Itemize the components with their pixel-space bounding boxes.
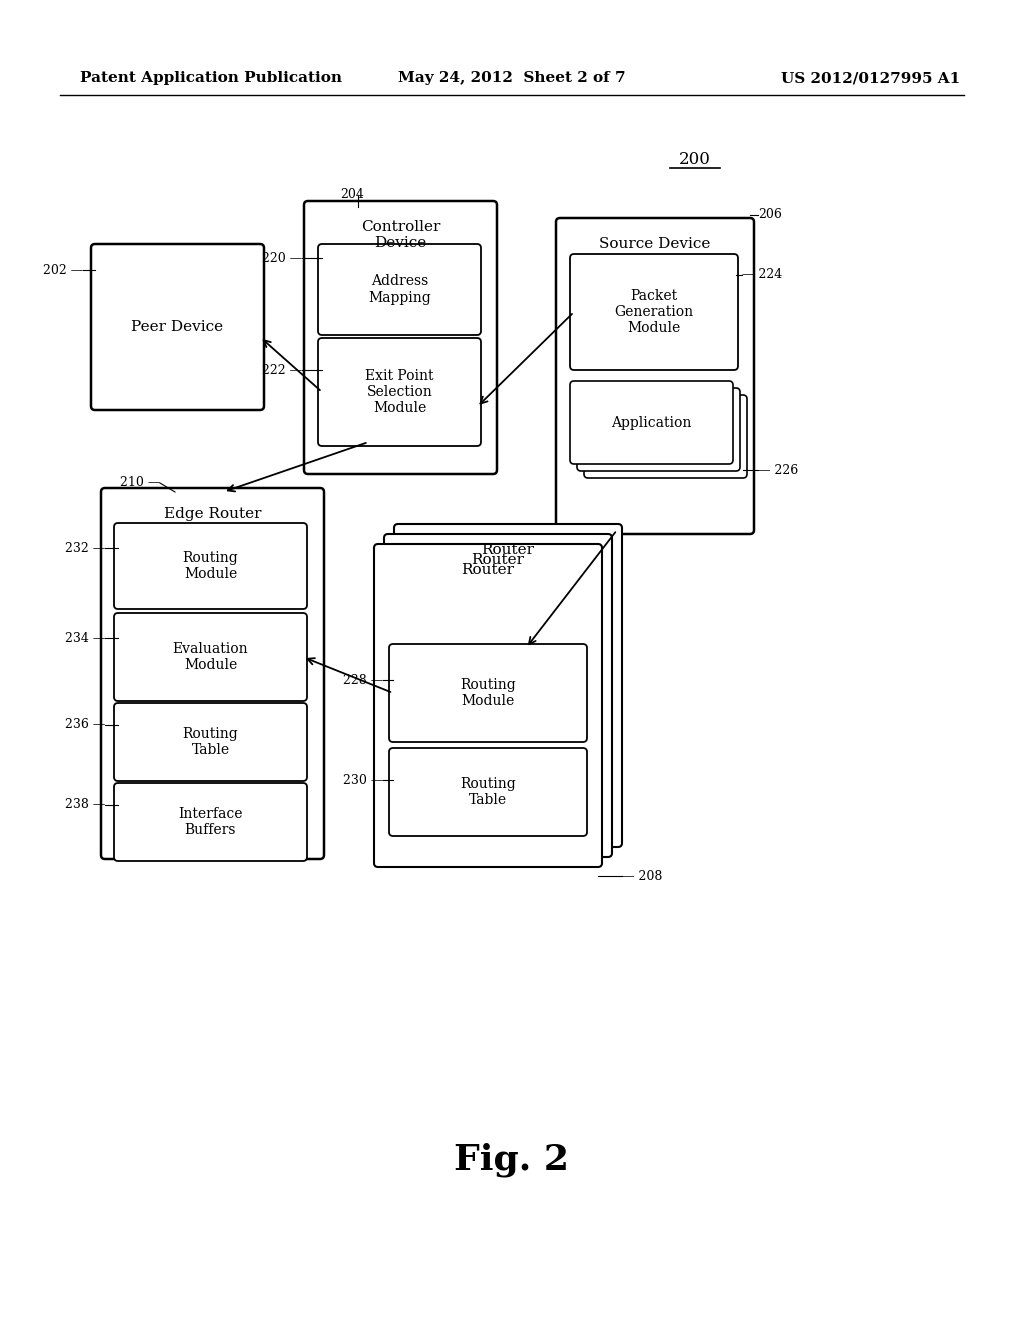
FancyBboxPatch shape <box>577 388 740 471</box>
Text: Patent Application Publication: Patent Application Publication <box>80 71 342 84</box>
Text: 234 —: 234 — <box>65 631 105 644</box>
FancyBboxPatch shape <box>114 704 307 781</box>
Text: Packet
Generation
Module: Packet Generation Module <box>614 289 693 335</box>
Text: 206: 206 <box>758 209 782 222</box>
FancyBboxPatch shape <box>394 524 622 847</box>
Text: Address
Mapping: Address Mapping <box>368 275 431 305</box>
Text: Peer Device: Peer Device <box>131 319 223 334</box>
Text: Evaluation
Module: Evaluation Module <box>173 642 248 672</box>
Text: — 226: — 226 <box>758 463 799 477</box>
Text: — 208: — 208 <box>622 870 663 883</box>
FancyBboxPatch shape <box>101 488 324 859</box>
Text: Router: Router <box>481 543 535 557</box>
FancyBboxPatch shape <box>114 612 307 701</box>
Text: Routing
Module: Routing Module <box>460 678 516 708</box>
Text: May 24, 2012  Sheet 2 of 7: May 24, 2012 Sheet 2 of 7 <box>398 71 626 84</box>
FancyBboxPatch shape <box>318 338 481 446</box>
Text: 238 —: 238 — <box>65 799 105 812</box>
FancyBboxPatch shape <box>389 644 587 742</box>
Text: Controller
Device: Controller Device <box>360 220 440 249</box>
Text: Interface
Buffers: Interface Buffers <box>178 807 243 837</box>
Text: — 224: — 224 <box>742 268 782 281</box>
Text: Router: Router <box>462 564 514 577</box>
FancyBboxPatch shape <box>556 218 754 535</box>
Text: 222 —: 222 — <box>262 363 302 376</box>
Text: Exit Point
Selection
Module: Exit Point Selection Module <box>366 368 434 416</box>
Text: 236 —: 236 — <box>65 718 105 731</box>
FancyBboxPatch shape <box>584 395 746 478</box>
Text: 220 —: 220 — <box>262 252 302 264</box>
FancyBboxPatch shape <box>318 244 481 335</box>
Text: Source Device: Source Device <box>599 238 711 251</box>
Text: Router: Router <box>471 553 524 568</box>
FancyBboxPatch shape <box>114 523 307 609</box>
Text: 202 —: 202 — <box>43 264 83 276</box>
Text: Routing
Table: Routing Table <box>460 777 516 807</box>
Text: 210 —: 210 — <box>120 477 160 490</box>
Text: Edge Router: Edge Router <box>164 507 261 521</box>
Text: 230 —: 230 — <box>343 774 383 787</box>
FancyBboxPatch shape <box>389 748 587 836</box>
Text: 204: 204 <box>340 189 364 202</box>
FancyBboxPatch shape <box>384 535 612 857</box>
Text: US 2012/0127995 A1: US 2012/0127995 A1 <box>780 71 961 84</box>
Text: Routing
Module: Routing Module <box>182 550 239 581</box>
FancyBboxPatch shape <box>91 244 264 411</box>
FancyBboxPatch shape <box>374 544 602 867</box>
Text: Application: Application <box>611 416 691 429</box>
Text: 232 —: 232 — <box>65 541 105 554</box>
FancyBboxPatch shape <box>114 783 307 861</box>
Text: Fig. 2: Fig. 2 <box>455 1143 569 1177</box>
Text: Routing
Table: Routing Table <box>182 727 239 758</box>
Text: 228 —: 228 — <box>343 673 383 686</box>
FancyBboxPatch shape <box>570 253 738 370</box>
Text: 200: 200 <box>679 150 711 168</box>
FancyBboxPatch shape <box>304 201 497 474</box>
FancyBboxPatch shape <box>570 381 733 465</box>
